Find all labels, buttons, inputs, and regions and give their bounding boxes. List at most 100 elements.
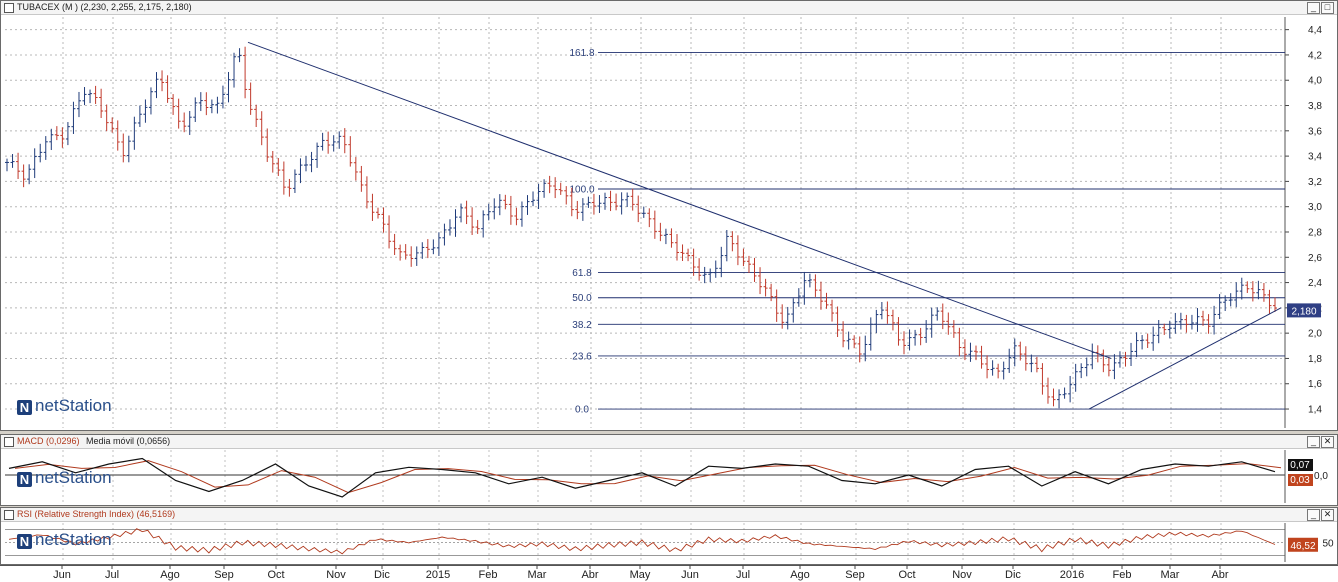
ohlc-bar — [71, 101, 76, 134]
ohlc-bar — [614, 193, 619, 211]
ohlc-bar — [968, 342, 973, 362]
ohlc-bar — [874, 309, 879, 334]
price-chart[interactable]: 4,44,24,03,83,63,43,23,02,82,62,42,22,01… — [1, 1, 1337, 430]
ohlc-bar — [137, 105, 142, 127]
ohlc-bar — [1162, 323, 1167, 335]
ohlc-bar — [1123, 351, 1128, 367]
ohlc-bar — [924, 320, 929, 343]
ohlc-bar — [1068, 375, 1073, 403]
rsi-value-tag — [1288, 537, 1318, 552]
ohlc-bar — [232, 52, 237, 88]
xtick-label: Oct — [898, 569, 915, 581]
panel-menu-icon[interactable] — [4, 437, 14, 447]
ohlc-bar — [76, 91, 81, 118]
ohlc-bar — [220, 85, 225, 109]
ohlc-bar — [525, 195, 530, 215]
xtick-label: Jul — [736, 569, 750, 581]
ohlc-bar — [342, 128, 347, 154]
macd-panel: MACD (0,0296) Media móvil (0,0656) _ ✕ 0… — [0, 434, 1338, 506]
xtick-label: Dic — [374, 569, 390, 581]
ohlc-bar — [88, 89, 93, 104]
minimize-button[interactable]: _ — [1307, 509, 1320, 521]
ohlc-bar — [686, 248, 691, 262]
ohlc-bar — [436, 232, 441, 256]
xtick-label: Feb — [1113, 569, 1132, 581]
ohlc-bar — [663, 228, 668, 245]
ohlc-bar — [353, 157, 358, 181]
ohlc-bar — [752, 257, 757, 282]
ohlc-bar — [497, 194, 502, 216]
ytick-label: 3,0 — [1308, 202, 1322, 213]
panel-menu-icon[interactable] — [4, 3, 14, 13]
ohlc-bar — [824, 292, 829, 309]
fib-label: 61.8 — [572, 268, 592, 279]
ohlc-bar — [863, 335, 868, 362]
ohlc-bar — [1045, 377, 1050, 404]
ohlc-bar — [1090, 343, 1095, 370]
maximize-button[interactable]: □ — [1321, 2, 1334, 14]
ohlc-bar — [1062, 387, 1067, 399]
ytick-label: 3,8 — [1308, 101, 1322, 112]
ohlc-bar — [265, 128, 270, 162]
ohlc-bar — [603, 192, 608, 210]
minimize-button[interactable]: _ — [1307, 436, 1320, 448]
ohlc-bar — [21, 164, 26, 188]
ohlc-bar — [425, 239, 430, 259]
netstation-logo-icon: N — [17, 400, 32, 415]
ohlc-bar — [724, 230, 729, 262]
ohlc-bar — [818, 281, 823, 310]
ohlc-bar — [442, 223, 447, 246]
close-button[interactable]: ✕ — [1321, 509, 1334, 521]
ohlc-bar — [1201, 310, 1206, 326]
rsi-chart[interactable]: 50 46,52 — [1, 508, 1337, 564]
ohlc-bar — [470, 207, 475, 235]
ohlc-bar — [885, 301, 890, 324]
ohlc-bar — [375, 207, 380, 219]
ohlc-bar — [1018, 341, 1023, 361]
ytick-label: 4,0 — [1308, 76, 1322, 87]
macd-chart[interactable]: 0,0 0,07 0,03 — [1, 435, 1337, 505]
ytick-label: 4,2 — [1308, 50, 1322, 61]
ohlc-bar — [890, 309, 895, 331]
ohlc-bar — [990, 360, 995, 376]
ohlc-bar — [331, 135, 336, 152]
ohlc-bar — [165, 75, 170, 103]
ohlc-bar — [1101, 349, 1106, 373]
ohlc-bar — [475, 219, 480, 234]
xtick-label: Jun — [53, 569, 71, 581]
ohlc-bar — [93, 85, 98, 104]
ohlc-bar — [110, 117, 115, 133]
close-button[interactable]: ✕ — [1321, 436, 1334, 448]
ohlc-bar — [1184, 314, 1189, 333]
ohlc-bar — [27, 164, 32, 185]
ohlc-bar — [315, 142, 320, 168]
ohlc-bar — [126, 135, 131, 163]
xtick-label: 2016 — [1060, 569, 1084, 581]
ohlc-bar — [879, 301, 884, 320]
ohlc-bar — [586, 196, 591, 208]
ohlc-bar — [1012, 338, 1017, 367]
ohlc-bar — [1228, 293, 1233, 307]
xtick-label: Jun — [681, 569, 699, 581]
macd-signal-line — [14, 460, 1282, 494]
ohlc-bar — [713, 260, 718, 278]
minimize-button[interactable]: _ — [1307, 2, 1320, 14]
xtick-label: 2015 — [426, 569, 450, 581]
ohlc-bar — [508, 195, 513, 225]
panel-menu-icon[interactable] — [4, 510, 14, 520]
ohlc-bar — [558, 182, 563, 195]
ohlc-bar — [337, 131, 342, 149]
ohlc-bar — [248, 82, 253, 115]
fib-label: 23.6 — [572, 351, 592, 362]
ohlc-bar — [370, 193, 375, 221]
ohlc-bar — [1256, 280, 1261, 300]
ohlc-bar — [896, 317, 901, 346]
signal-value-label: 0,03 — [1290, 475, 1310, 486]
ohlc-bar — [486, 203, 491, 221]
fib-label: 38.2 — [572, 320, 592, 331]
ohlc-bar — [625, 192, 630, 208]
ohlc-bar — [1217, 294, 1222, 320]
ohlc-bar — [198, 92, 203, 112]
ohlc-bar — [835, 306, 840, 338]
netstation-logo-icon: N — [17, 472, 32, 487]
